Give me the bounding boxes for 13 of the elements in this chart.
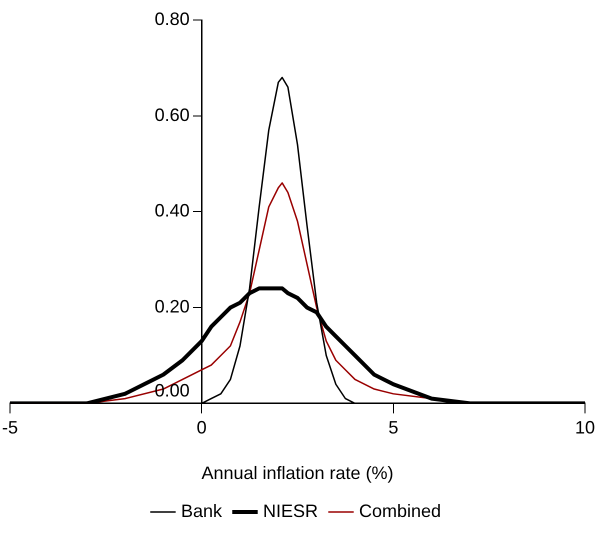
x-axis-title: Annual inflation rate (%) [201, 463, 394, 484]
y-tick-label: 0.20 [154, 296, 190, 317]
y-tick-label: 0.40 [154, 200, 190, 221]
x-tick-label: 10 [574, 417, 596, 438]
x-tick-label: 0 [196, 417, 207, 438]
y-tick-label: 0.80 [154, 8, 190, 29]
legend-label: Combined [358, 500, 442, 521]
y-tick-label: 0.00 [154, 380, 190, 400]
legend-label: NIESR [262, 500, 318, 521]
x-tick-label: -5 [2, 417, 18, 438]
legend-label: Bank [180, 500, 223, 521]
y-tick-label: 0.60 [154, 104, 190, 125]
x-tick-label: 5 [388, 417, 398, 438]
